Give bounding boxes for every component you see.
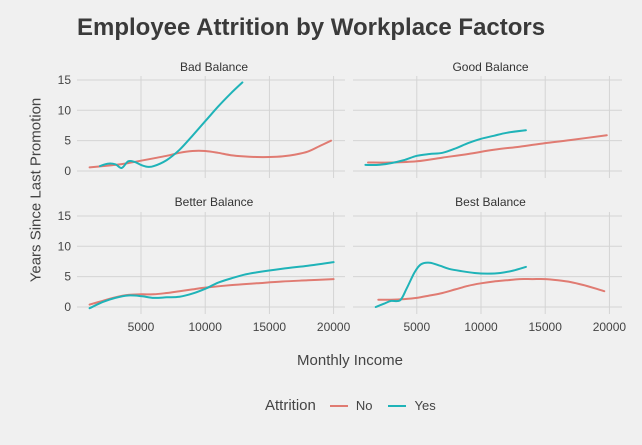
- series-line-no: [377, 278, 606, 301]
- x-tick-label: 20000: [317, 320, 351, 334]
- series-line-yes: [374, 261, 527, 308]
- x-tick-label: 20000: [593, 320, 627, 334]
- series-line-no: [88, 278, 335, 306]
- y-tick-label: 15: [58, 73, 72, 87]
- x-tick-label: 10000: [464, 320, 498, 334]
- panel-title: Better Balance: [175, 195, 254, 209]
- legend-key-yes: [388, 404, 407, 407]
- x-tick-label: 10000: [189, 320, 223, 334]
- y-tick-label: 5: [64, 134, 71, 148]
- x-axis-label: Monthly Income: [297, 352, 403, 369]
- y-tick-label: 10: [58, 239, 72, 253]
- legend: Attrition No Yes: [265, 397, 446, 414]
- series-line-no: [88, 139, 332, 169]
- chart-title: Employee Attrition by Workplace Factors: [77, 14, 546, 41]
- x-tick-label: 5000: [403, 320, 430, 334]
- y-tick-label: 5: [64, 270, 71, 284]
- y-tick-label: 10: [58, 103, 72, 117]
- x-tick-label: 15000: [529, 320, 563, 334]
- series-line-no: [367, 134, 608, 164]
- legend-label-no: No: [355, 398, 373, 413]
- panel-title: Bad Balance: [180, 60, 248, 74]
- legend-key-no: [329, 404, 348, 407]
- series-line-yes: [88, 261, 335, 310]
- y-tick-label: 0: [64, 300, 71, 314]
- y-tick-label: 0: [64, 164, 71, 178]
- panel-title: Best Balance: [455, 195, 526, 209]
- series-line-yes: [364, 129, 527, 167]
- y-axis-label: Years Since Last Promotion: [27, 97, 45, 283]
- legend-label-yes: Yes: [414, 398, 436, 413]
- x-tick-label: 15000: [253, 320, 287, 334]
- panel-title: Good Balance: [452, 60, 528, 74]
- legend-title: Attrition: [265, 397, 316, 414]
- x-tick-label: 5000: [128, 320, 155, 334]
- y-tick-label: 15: [58, 209, 72, 223]
- series-line-yes: [98, 81, 244, 170]
